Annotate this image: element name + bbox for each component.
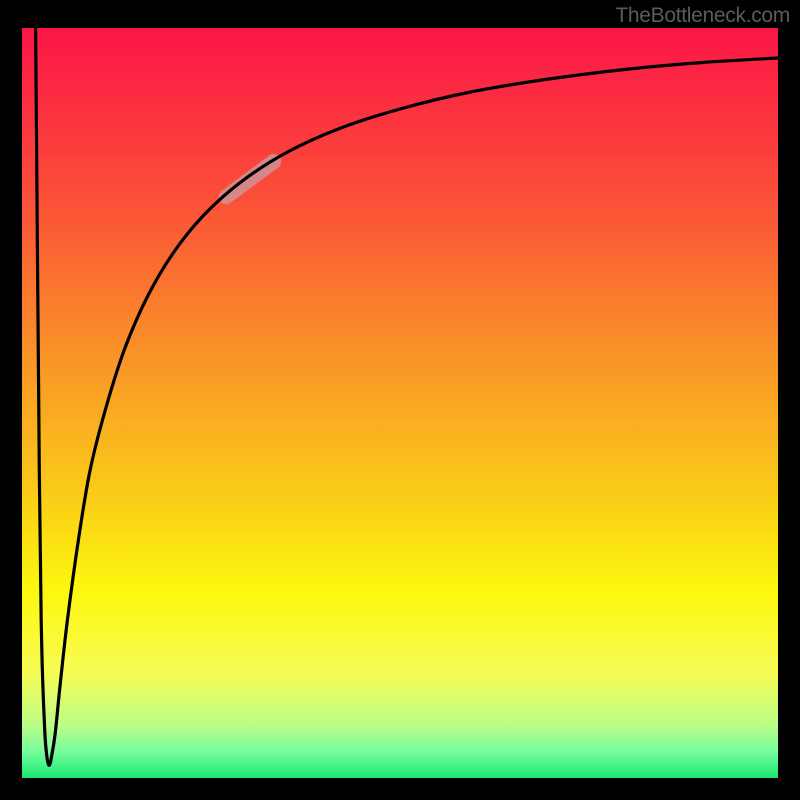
bottleneck-chart: TheBottleneck.com: [0, 0, 800, 800]
source-attribution: TheBottleneck.com: [615, 4, 790, 28]
chart-svg: [0, 0, 800, 800]
